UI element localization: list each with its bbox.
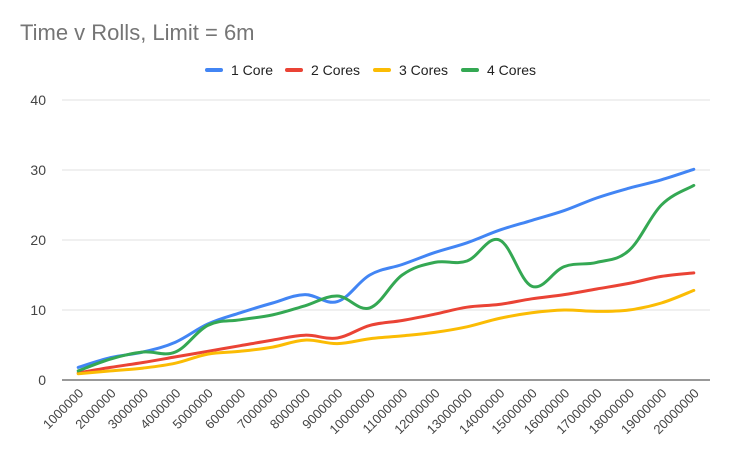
- y-tick-label: 40: [30, 92, 46, 108]
- series-line-4-cores: [76, 183, 696, 373]
- legend: 1 Core 2 Cores 3 Cores 4 Cores: [205, 62, 536, 78]
- legend-label[interactable]: 4 Cores: [487, 62, 536, 78]
- legend-label[interactable]: 3 Cores: [399, 62, 448, 78]
- series-line-2-cores: [76, 271, 696, 375]
- legend-label[interactable]: 1 Core: [231, 62, 273, 78]
- x-axis: 1000000200000030000004000000500000060000…: [40, 386, 702, 438]
- series-line-3-cores: [76, 288, 696, 376]
- y-tick-label: 10: [30, 302, 46, 318]
- y-tick-label: 30: [30, 162, 46, 178]
- series-lines: [76, 167, 696, 376]
- y-axis: 0 10 20 30 40: [30, 92, 46, 388]
- chart-title: Time v Rolls, Limit = 6m: [20, 20, 255, 45]
- series-line-1-core: [76, 167, 696, 369]
- y-tick-label: 0: [38, 372, 46, 388]
- legend-label[interactable]: 2 Cores: [311, 62, 360, 78]
- y-tick-label: 20: [30, 232, 46, 248]
